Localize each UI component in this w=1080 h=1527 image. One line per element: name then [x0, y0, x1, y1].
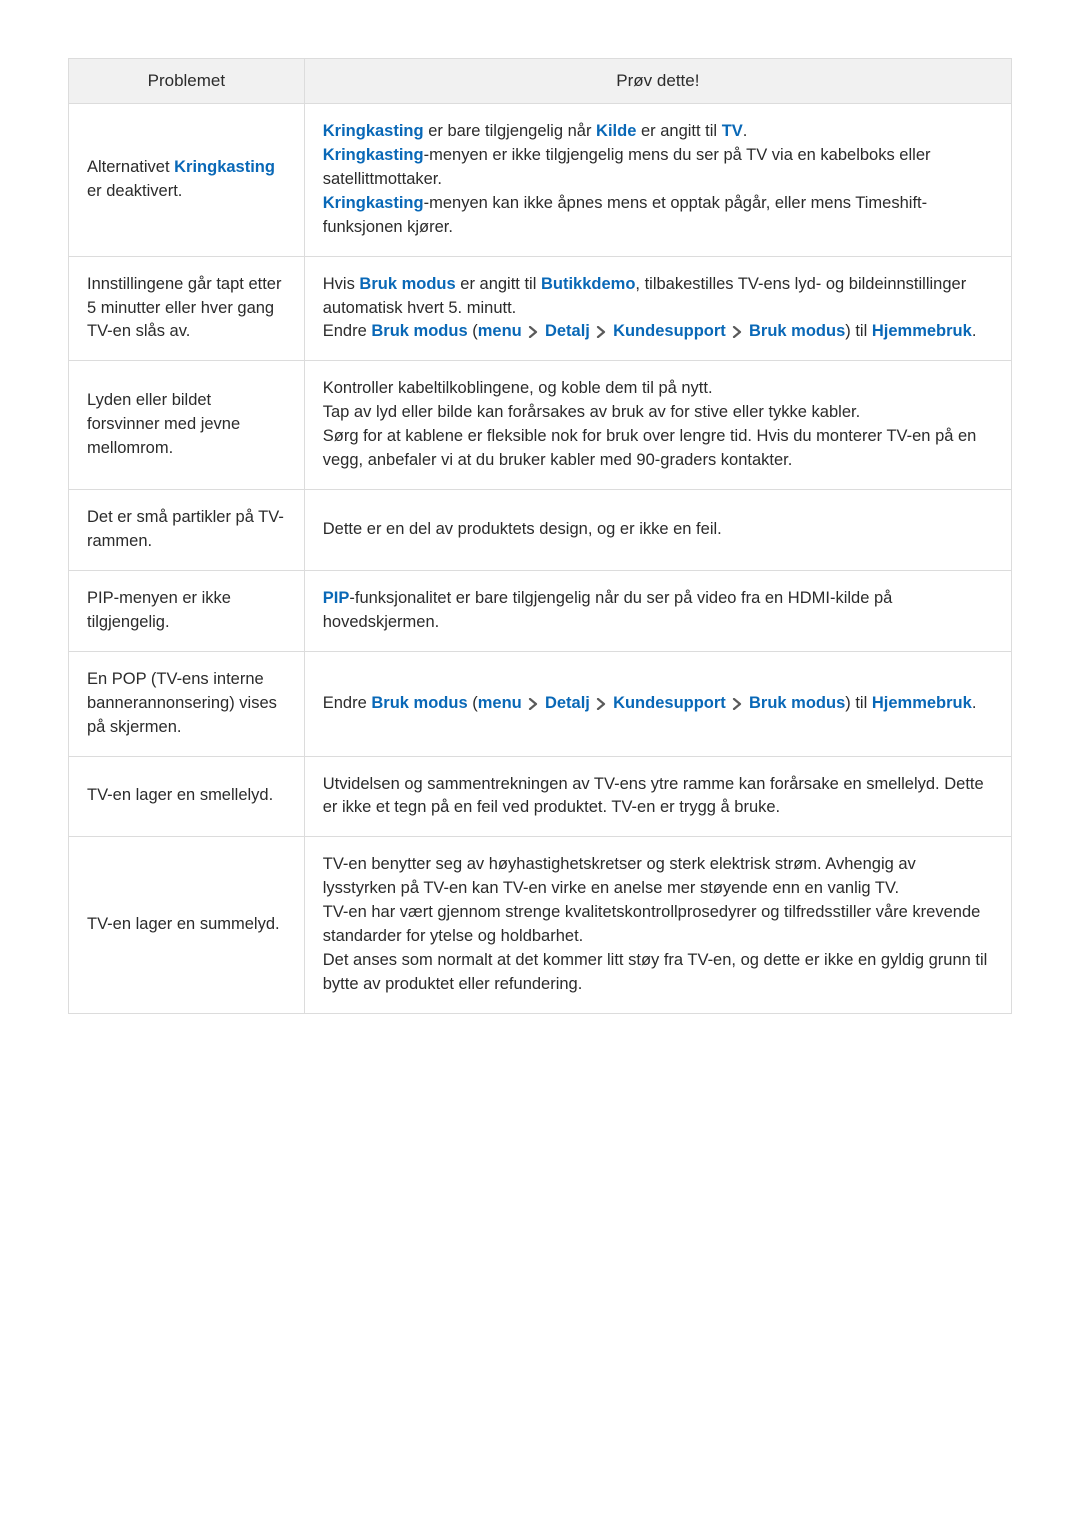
solution-cell: TV-en benytter seg av høyhastighetskrets… [304, 837, 1011, 1014]
highlighted-term: Bruk modus [371, 322, 467, 340]
table-row: Alternativet Kringkasting er deaktivert.… [69, 104, 1012, 257]
highlighted-term: Kilde [596, 122, 636, 140]
problem-cell: TV-en lager en smellelyd. [69, 756, 305, 837]
solution-cell: Endre Bruk modus (menu Detalj Kundesuppo… [304, 651, 1011, 756]
chevron-right-icon [528, 326, 538, 338]
table-row: En POP (TV-ens interne bannerannonsering… [69, 651, 1012, 756]
chevron-right-icon [732, 326, 742, 338]
highlighted-term: menu [478, 694, 522, 712]
table-row: TV-en lager en smellelyd.Utvidelsen og s… [69, 756, 1012, 837]
solution-cell: Hvis Bruk modus er angitt til Butikkdemo… [304, 256, 1011, 361]
solution-cell: Kontroller kabeltilkoblingene, og koble … [304, 361, 1011, 490]
table-row: PIP-menyen er ikke tilgjengelig.PIP-funk… [69, 570, 1012, 651]
solution-cell: PIP-funksjonalitet er bare tilgjengelig … [304, 570, 1011, 651]
table-row: Lyden eller bildet forsvinner med jevne … [69, 361, 1012, 490]
problem-cell: En POP (TV-ens interne bannerannonsering… [69, 651, 305, 756]
column-header-solution: Prøv dette! [304, 59, 1011, 104]
highlighted-term: Bruk modus [749, 322, 845, 340]
table-header-row: Problemet Prøv dette! [69, 59, 1012, 104]
problem-cell: Det er små partikler på TV-rammen. [69, 490, 305, 571]
highlighted-term: menu [478, 322, 522, 340]
solution-cell: Dette er en del av produktets design, og… [304, 490, 1011, 571]
table-row: TV-en lager en summelyd.TV-en benytter s… [69, 837, 1012, 1014]
highlighted-term: PIP [323, 589, 350, 607]
highlighted-term: Hjemmebruk [872, 694, 972, 712]
highlighted-term: Kundesupport [613, 322, 726, 340]
solution-cell: Utvidelsen og sammentrekningen av TV-ens… [304, 756, 1011, 837]
highlighted-term: Kundesupport [613, 694, 726, 712]
highlighted-term: Bruk modus [371, 694, 467, 712]
highlighted-term: TV [722, 122, 743, 140]
solution-cell: Kringkasting er bare tilgjengelig når Ki… [304, 104, 1011, 257]
table-row: Innstillingene går tapt etter 5 minutter… [69, 256, 1012, 361]
highlighted-term: Kringkasting [323, 194, 424, 212]
table-row: Det er små partikler på TV-rammen.Dette … [69, 490, 1012, 571]
highlighted-term: Detalj [545, 322, 590, 340]
highlighted-term: Bruk modus [749, 694, 845, 712]
problem-cell: Alternativet Kringkasting er deaktivert. [69, 104, 305, 257]
problem-cell: TV-en lager en summelyd. [69, 837, 305, 1014]
highlighted-term: Kringkasting [174, 158, 275, 176]
highlighted-term: Bruk modus [359, 275, 455, 293]
highlighted-term: Kringkasting [323, 146, 424, 164]
chevron-right-icon [732, 698, 742, 710]
column-header-problem: Problemet [69, 59, 305, 104]
problem-cell: Lyden eller bildet forsvinner med jevne … [69, 361, 305, 490]
problem-cell: PIP-menyen er ikke tilgjengelig. [69, 570, 305, 651]
chevron-right-icon [528, 698, 538, 710]
highlighted-term: Butikkdemo [541, 275, 635, 293]
problem-cell: Innstillingene går tapt etter 5 minutter… [69, 256, 305, 361]
highlighted-term: Kringkasting [323, 122, 424, 140]
troubleshooting-table: Problemet Prøv dette! Alternativet Kring… [68, 58, 1012, 1014]
chevron-right-icon [596, 326, 606, 338]
table-body: Alternativet Kringkasting er deaktivert.… [69, 104, 1012, 1014]
highlighted-term: Detalj [545, 694, 590, 712]
chevron-right-icon [596, 698, 606, 710]
highlighted-term: Hjemmebruk [872, 322, 972, 340]
